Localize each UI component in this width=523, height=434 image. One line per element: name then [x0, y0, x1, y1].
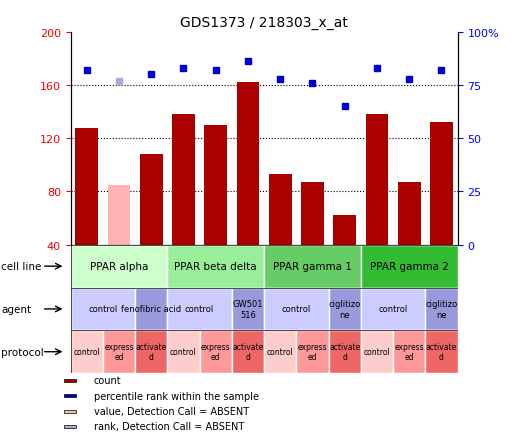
Bar: [71, 245, 167, 288]
Bar: [103, 331, 135, 373]
Bar: [64, 379, 76, 382]
Bar: [232, 288, 264, 331]
Bar: [167, 331, 200, 373]
Bar: [135, 331, 167, 373]
Text: control: control: [88, 305, 118, 314]
Bar: [135, 288, 167, 331]
Bar: [264, 288, 328, 331]
Bar: [398, 183, 420, 245]
Bar: [71, 288, 135, 331]
Text: ciglitizo
ne: ciglitizo ne: [328, 299, 361, 319]
Text: control: control: [282, 305, 311, 314]
Text: PPAR gamma 2: PPAR gamma 2: [370, 262, 449, 272]
Text: control: control: [73, 347, 100, 356]
Bar: [108, 185, 130, 245]
Text: control: control: [379, 305, 408, 314]
Text: PPAR alpha: PPAR alpha: [90, 262, 148, 272]
Text: fenofibric acid: fenofibric acid: [121, 305, 181, 314]
Text: GW501
516: GW501 516: [233, 299, 263, 319]
Bar: [167, 288, 232, 331]
Bar: [75, 128, 98, 245]
Bar: [264, 331, 297, 373]
Bar: [366, 115, 388, 245]
Bar: [64, 395, 76, 397]
Bar: [425, 331, 458, 373]
Bar: [232, 331, 264, 373]
Bar: [64, 425, 76, 428]
Text: PPAR gamma 1: PPAR gamma 1: [273, 262, 352, 272]
Text: percentile rank within the sample: percentile rank within the sample: [94, 391, 259, 401]
Bar: [172, 115, 195, 245]
Bar: [264, 245, 361, 288]
Text: express
ed: express ed: [298, 342, 327, 362]
Text: control: control: [267, 347, 293, 356]
Text: control: control: [170, 347, 197, 356]
Text: count: count: [94, 375, 121, 385]
Text: value, Detection Call = ABSENT: value, Detection Call = ABSENT: [94, 406, 249, 416]
Text: express
ed: express ed: [104, 342, 134, 362]
Bar: [204, 125, 227, 245]
Bar: [237, 83, 259, 245]
Bar: [393, 331, 425, 373]
Text: cell line: cell line: [1, 262, 41, 272]
Bar: [361, 245, 458, 288]
Bar: [167, 245, 264, 288]
Bar: [71, 331, 103, 373]
Text: agent: agent: [1, 304, 31, 314]
Text: control: control: [363, 347, 390, 356]
Bar: [301, 183, 324, 245]
Bar: [328, 288, 361, 331]
Bar: [269, 175, 291, 245]
Bar: [361, 288, 425, 331]
Bar: [425, 288, 458, 331]
Text: activate
d: activate d: [135, 342, 167, 362]
Bar: [334, 216, 356, 245]
Text: express
ed: express ed: [201, 342, 231, 362]
Text: PPAR beta delta: PPAR beta delta: [175, 262, 257, 272]
Bar: [140, 155, 163, 245]
Text: ciglitizo
ne: ciglitizo ne: [425, 299, 458, 319]
Bar: [200, 331, 232, 373]
Text: protocol: protocol: [1, 347, 44, 357]
Bar: [64, 410, 76, 413]
Title: GDS1373 / 218303_x_at: GDS1373 / 218303_x_at: [180, 16, 348, 30]
Bar: [361, 331, 393, 373]
Bar: [430, 123, 453, 245]
Text: control: control: [185, 305, 214, 314]
Text: activate
d: activate d: [426, 342, 457, 362]
Text: activate
d: activate d: [329, 342, 360, 362]
Bar: [328, 331, 361, 373]
Bar: [297, 331, 328, 373]
Text: activate
d: activate d: [232, 342, 264, 362]
Text: rank, Detection Call = ABSENT: rank, Detection Call = ABSENT: [94, 421, 244, 431]
Text: express
ed: express ed: [394, 342, 424, 362]
